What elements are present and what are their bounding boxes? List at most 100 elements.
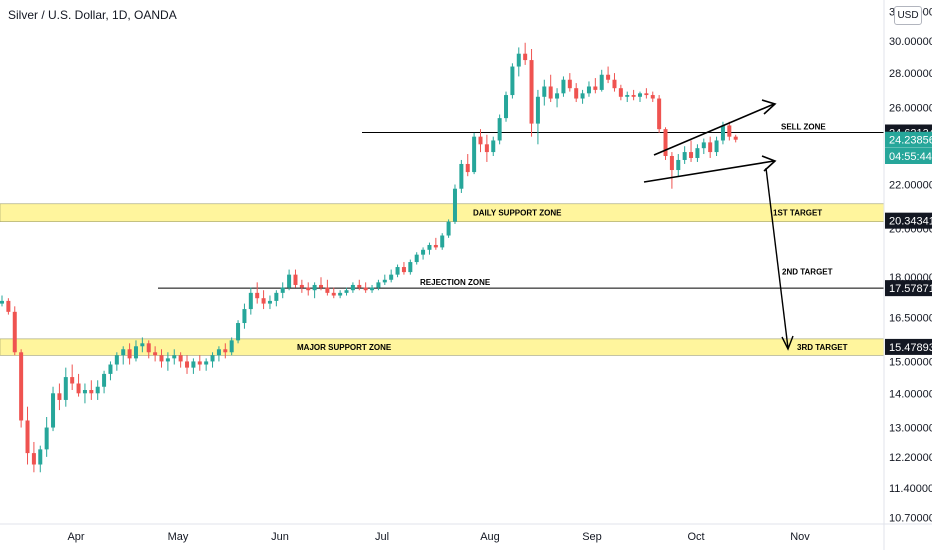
candle-body [248, 292, 253, 310]
candle-body [357, 284, 362, 288]
candle [95, 380, 100, 400]
candle-body [261, 298, 266, 304]
candle-body [363, 287, 368, 291]
candle [57, 383, 62, 411]
candle-body [497, 118, 502, 141]
candle [319, 277, 323, 291]
major-support-zone-target-label: 3RD TARGET [797, 343, 848, 352]
candle [548, 74, 553, 103]
candle [63, 367, 68, 407]
candle-body [414, 254, 419, 263]
candle [0, 295, 4, 307]
candle-body [312, 284, 317, 291]
candle-body [689, 152, 694, 158]
price-tag-text: 17.57871 [889, 283, 932, 295]
candle-body [586, 86, 591, 94]
candle [338, 290, 343, 299]
candle [701, 138, 706, 155]
candle-body [606, 74, 611, 80]
candle-body [242, 309, 247, 324]
candle-body [159, 355, 164, 362]
candle [102, 370, 107, 394]
candle [395, 264, 400, 278]
candle-body [70, 377, 75, 384]
candle [261, 290, 266, 310]
candle-body [433, 244, 438, 248]
candle [274, 290, 279, 307]
price-tag-bg [885, 338, 932, 355]
candle [561, 76, 566, 97]
candle [465, 154, 470, 177]
candle [727, 121, 732, 141]
y-tick-label: 10.70000 [889, 512, 932, 524]
arrows-layer [643, 99, 794, 351]
candle-body [108, 364, 113, 374]
candle-body [523, 53, 528, 61]
candle-body [19, 352, 24, 421]
candle [401, 262, 406, 275]
currency-button[interactable]: USD [894, 6, 922, 25]
candle-body [57, 393, 62, 400]
candle [580, 89, 585, 104]
candle [669, 152, 674, 189]
candle-body [465, 163, 470, 173]
candle [689, 140, 694, 162]
candle [25, 406, 30, 465]
rejection-zone-line-label: REJECTION ZONE [420, 278, 491, 287]
candle [491, 136, 496, 156]
candle-body [204, 361, 209, 365]
x-axis[interactable]: Apr May Jun Jul Aug Sep Oct Nov [67, 531, 810, 543]
candle-body [331, 292, 336, 296]
candle [248, 287, 253, 315]
candle [695, 144, 700, 162]
candle [197, 355, 202, 371]
candle [618, 84, 623, 101]
candle [529, 48, 534, 137]
candle-body [618, 88, 623, 97]
candle-body [720, 125, 725, 141]
y-axis[interactable]: 32.0000030.0000028.0000026.0000022.00000… [889, 6, 932, 524]
levels-layer [158, 132, 884, 289]
candle-body [255, 292, 260, 299]
candle-body [459, 163, 464, 189]
x-tick-label: Jul [375, 531, 389, 543]
candle [210, 352, 215, 368]
candle-body [172, 355, 177, 359]
candle [478, 129, 483, 153]
candle-body [63, 377, 68, 400]
candle [223, 343, 228, 359]
channel-lower-line [643, 160, 775, 183]
candle [523, 42, 528, 65]
candle [242, 303, 247, 329]
candle-body [223, 349, 228, 353]
candle-body [478, 136, 483, 145]
candle-body [529, 60, 534, 124]
price-tag-text: 15.47893 [889, 342, 932, 354]
candle-body [6, 300, 11, 312]
candle-body [727, 125, 732, 137]
candle-body [229, 340, 234, 353]
candle [153, 346, 158, 362]
channel-lower-arrowhead [761, 155, 777, 172]
second-target-label: 2ND TARGET [782, 268, 833, 277]
candle-body [216, 349, 221, 356]
candle [574, 83, 579, 103]
candle [89, 380, 94, 400]
price-tag: 04:55:44 [885, 147, 932, 164]
candle [376, 279, 381, 291]
y-tick-label: 13.00000 [889, 423, 932, 435]
candle-body [631, 95, 636, 97]
candle-body [427, 244, 432, 250]
candle-body [293, 274, 298, 285]
candle [108, 361, 113, 381]
candle-body [306, 287, 311, 291]
candle-body [44, 427, 49, 450]
candle [191, 358, 196, 374]
price-tag: 17.57871 [885, 280, 932, 297]
candle-body [140, 343, 145, 347]
candle-body [567, 79, 572, 89]
candle [146, 340, 151, 359]
candle [663, 127, 668, 160]
target-path-arrowhead [781, 335, 794, 351]
